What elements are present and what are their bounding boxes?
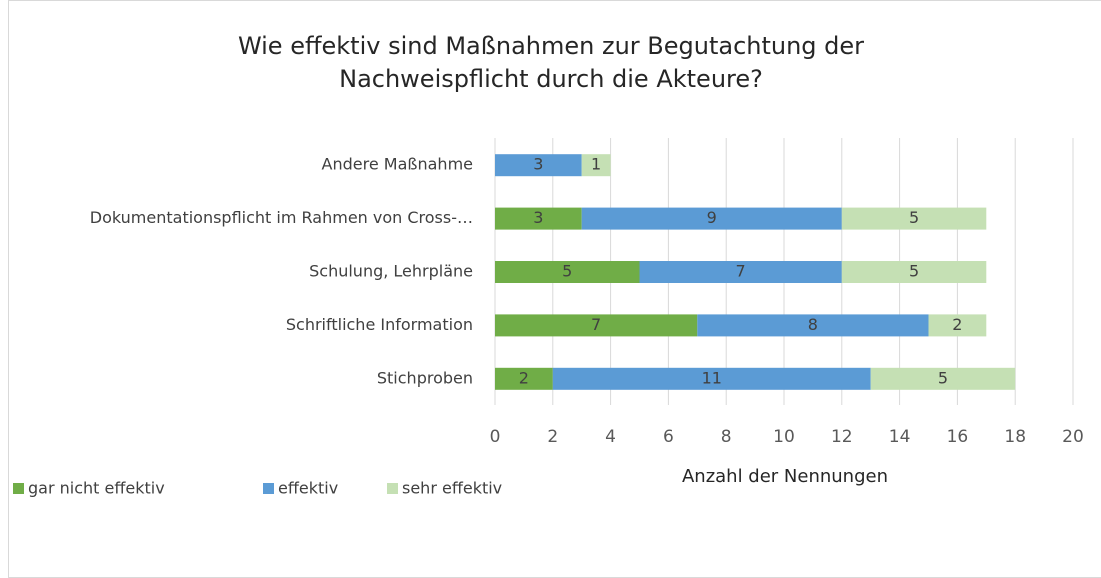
chart-title: Wie effektiv sind Maßnahmen zur Begutach… — [237, 32, 865, 93]
legend-swatch — [13, 483, 24, 494]
data-label: 3 — [533, 155, 543, 174]
data-label: 5 — [909, 208, 919, 227]
bar-segment — [495, 314, 698, 337]
data-label: 7 — [591, 315, 601, 334]
data-label: 2 — [952, 315, 962, 334]
x-tick-label: 12 — [831, 427, 853, 447]
data-label: 9 — [707, 208, 717, 227]
bar-segment — [552, 367, 871, 390]
data-label: 7 — [736, 262, 746, 281]
x-tick-label: 20 — [1062, 427, 1084, 447]
x-tick-label: 0 — [490, 427, 501, 447]
bar-segment — [495, 367, 553, 390]
bar-segment — [581, 154, 611, 177]
bar-segment — [841, 261, 987, 283]
bar-segment — [639, 261, 842, 283]
bar-segment — [697, 314, 929, 337]
data-label: 1 — [591, 155, 601, 174]
legend-label: gar nicht effektiv — [28, 479, 165, 498]
bar-segment — [495, 154, 582, 177]
legend-label: effektiv — [278, 479, 338, 498]
x-tick-label: 4 — [605, 427, 616, 447]
x-tick-label: 10 — [773, 427, 795, 447]
y-tick-label: Dokumentationspflicht im Rahmen von Cros… — [90, 208, 473, 227]
y-tick-label: Andere Maßnahme — [322, 155, 473, 174]
x-tick-label: 2 — [547, 427, 558, 447]
x-tick-label: 6 — [663, 427, 674, 447]
data-label: 11 — [702, 368, 722, 387]
y-tick-label: Schriftliche Information — [286, 315, 473, 334]
x-tick-label: 14 — [889, 427, 911, 447]
bar-segment — [841, 207, 987, 230]
data-label: 5 — [562, 262, 572, 281]
x-tick-label: 16 — [947, 427, 969, 447]
x-axis-title: Anzahl der Nennungen — [682, 466, 888, 487]
data-label: 8 — [808, 315, 818, 334]
y-tick-label: Schulung, Lehrpläne — [309, 262, 473, 281]
bar-segment — [581, 207, 842, 230]
data-label: 2 — [519, 368, 529, 387]
bar-segment — [928, 314, 987, 337]
x-tick-label: 8 — [721, 427, 732, 447]
data-label: 5 — [909, 262, 919, 281]
x-tick-label: 18 — [1004, 427, 1026, 447]
data-label: 5 — [938, 368, 948, 387]
legend-swatch — [263, 483, 274, 494]
data-label: 3 — [533, 208, 543, 227]
bar-segment — [495, 261, 640, 283]
bar-segment — [870, 367, 1016, 390]
legend-label: sehr effektiv — [402, 479, 502, 498]
y-tick-label: Stichproben — [377, 368, 473, 387]
bar-segment — [495, 207, 582, 230]
legend-swatch — [387, 483, 398, 494]
